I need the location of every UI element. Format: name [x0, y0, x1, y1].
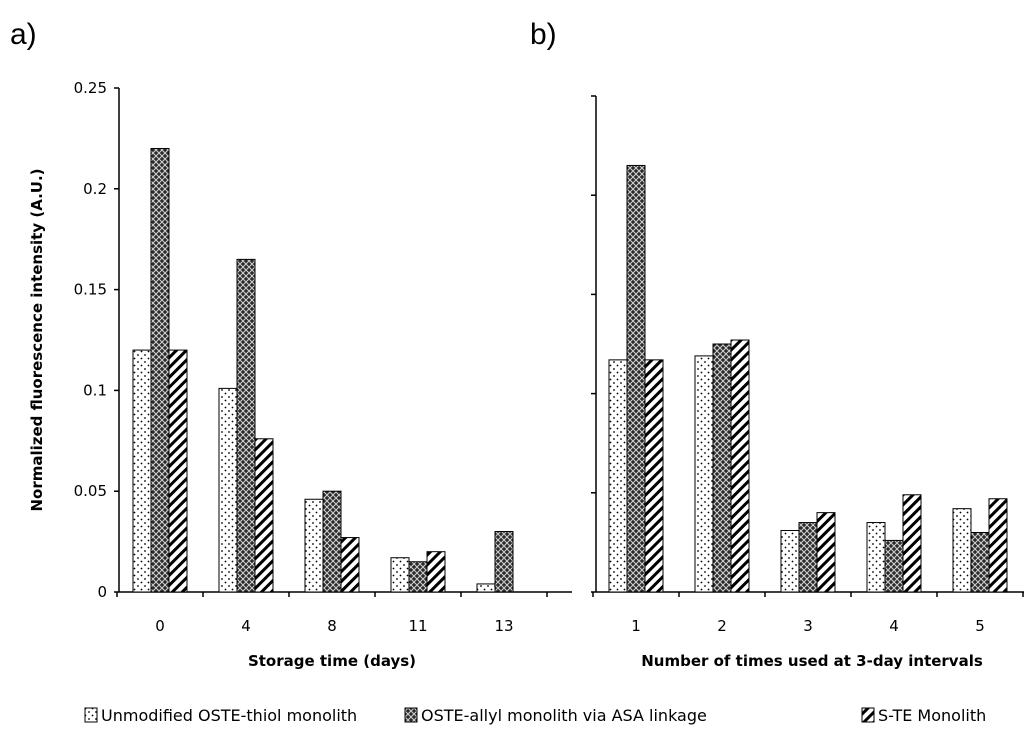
panel-b-bar-unmodified	[780, 529, 800, 593]
panel-a-x-tick-label: 8	[327, 617, 337, 635]
legend: Unmodified OSTE-thiol monolith OSTE-ally…	[84, 706, 986, 725]
y-tick-label: 0.1	[83, 381, 107, 399]
panel-a-x-tick-label: 11	[408, 617, 427, 635]
panel-b-bar-unmodified	[608, 359, 628, 593]
panel-b-label: b)	[530, 18, 557, 51]
panel-a-x-tick-label: 0	[155, 617, 165, 635]
panel-a-bar-ste	[340, 537, 360, 593]
panel-b-bar-ste	[902, 494, 922, 593]
panel-a: a) Normalized fluorescence intensity (A.…	[10, 18, 572, 670]
panel-b-bars	[608, 164, 1008, 593]
panel-b-bar-unmodified	[866, 522, 886, 593]
y-tick-label: 0.15	[74, 281, 107, 299]
panel-a-bar-ste	[426, 551, 446, 593]
y-axis-title: Normalized fluorescence intensity (A.U.)	[28, 168, 46, 511]
panel-a-bar-ste	[168, 349, 188, 593]
legend-swatch-diagonal	[861, 707, 875, 723]
legend-label-unmodified: Unmodified OSTE-thiol monolith	[101, 706, 357, 725]
panel-a-x-tick-label: 4	[241, 617, 251, 635]
legend-label-ste: S-TE Monolith	[878, 706, 986, 725]
panel-a-bar-unmodified	[304, 498, 324, 593]
y-tick-label: 0.05	[74, 482, 107, 500]
panel-b-x-tick-label: 1	[631, 617, 641, 635]
panel-a-bar-osteallyl	[322, 490, 342, 593]
legend-swatch-dots	[84, 707, 98, 723]
panel-b-bar-ste	[816, 512, 836, 593]
panel-a-bar-unmodified	[132, 349, 152, 593]
panel-a-bar-ste	[254, 438, 274, 593]
panel-b-bar-osteallyl	[884, 539, 904, 593]
panel-a-bar-osteallyl	[494, 531, 514, 593]
panel-b-bar-ste	[644, 359, 664, 593]
legend-swatch-crosshatch	[404, 707, 418, 723]
panel-a-bar-unmodified	[218, 387, 238, 593]
panel-a-bars	[132, 147, 514, 593]
panel-b-bar-ste	[988, 498, 1008, 593]
panel-b-x-tick-label: 5	[975, 617, 985, 635]
panel-b: b) Number of times used at 3-day interva…	[530, 18, 1024, 670]
legend-label-osteallyl: OSTE-allyl monolith via ASA linkage	[421, 706, 707, 725]
panel-b-x-tick-label: 2	[717, 617, 727, 635]
panel-a-bar-unmodified	[390, 557, 410, 593]
panel-b-bar-ste	[730, 339, 750, 593]
panel-b-bar-osteallyl	[798, 522, 818, 593]
y-tick-label: 0.25	[74, 79, 107, 97]
panel-b-bar-osteallyl	[626, 164, 646, 593]
panel-b-x-tick-label: 3	[803, 617, 813, 635]
panel-a-x-axis-title: Storage time (days)	[248, 652, 416, 670]
panel-a-ticks: 0 0.05 0.1 0.15 0.2 0.25 0 4 8 11 13	[74, 79, 548, 635]
panel-a-bar-osteallyl	[150, 147, 170, 593]
panel-a-label: a)	[10, 18, 37, 51]
panel-a-x-tick-label: 13	[494, 617, 513, 635]
panel-b-ticks: 1 2 3 4 5	[591, 95, 1024, 635]
panel-a-bar-osteallyl	[408, 561, 428, 593]
panel-b-x-tick-label: 4	[889, 617, 899, 635]
y-tick-label: 0.2	[83, 180, 107, 198]
panel-a-bar-unmodified	[476, 583, 496, 593]
panel-b-bar-unmodified	[694, 355, 714, 593]
panel-b-bar-osteallyl	[712, 343, 732, 593]
panel-b-bar-osteallyl	[970, 531, 990, 593]
y-tick-label: 0	[97, 583, 107, 601]
panel-a-bar-osteallyl	[236, 258, 256, 593]
panel-b-x-axis-title: Number of times used at 3-day intervals	[641, 652, 983, 670]
panel-b-bar-unmodified	[952, 508, 972, 593]
